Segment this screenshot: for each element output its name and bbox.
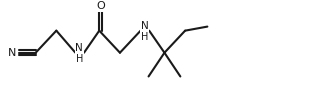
Text: H: H (75, 54, 83, 64)
Text: N: N (75, 43, 83, 53)
Text: N: N (8, 48, 16, 58)
Text: H: H (141, 32, 148, 42)
Text: N: N (141, 21, 148, 31)
Text: O: O (96, 1, 105, 11)
